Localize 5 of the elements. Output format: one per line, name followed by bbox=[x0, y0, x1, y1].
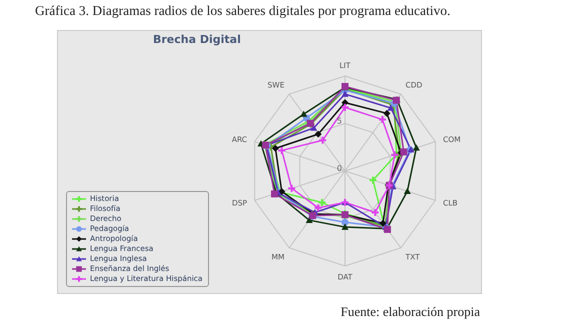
source-note: Fuente: elaboración propia bbox=[340, 304, 480, 320]
chart-title: Brecha Digital bbox=[153, 33, 241, 46]
y-tick-label: 5 bbox=[336, 116, 342, 126]
text: Gráfica 3. Diagramas radios de los saberes digitales por programa educativo. bbox=[35, 3, 450, 19]
y-tick-label: 0 bbox=[336, 164, 342, 173]
